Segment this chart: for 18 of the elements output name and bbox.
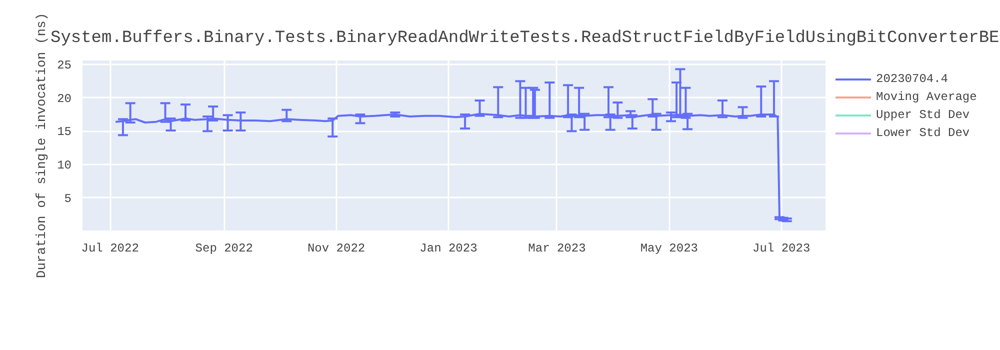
y-tick-label: 25 (57, 58, 72, 72)
x-tick-label: Jul 2022 (81, 242, 139, 256)
legend-label: Moving Average (876, 89, 977, 106)
x-tick-label: Jul 2023 (752, 242, 810, 256)
x-tick-label: Jan 2023 (420, 242, 478, 256)
y-tick-label: 10 (57, 158, 72, 172)
x-tick-label: Mar 2023 (528, 242, 586, 256)
x-tick-label: May 2023 (640, 242, 698, 256)
legend-label: 20230704.4 (876, 71, 948, 88)
y-axis-title: Duration of single invocation (ns) (34, 12, 50, 278)
x-tick-label: Sep 2022 (195, 242, 253, 256)
y-tick-label: 5 (64, 192, 72, 206)
chart-title: System.Buffers.Binary.Tests.BinaryReadAndWriteTests.ReadStructFieldByFieldUsingBitConverterBE (50, 29, 1000, 48)
y-tick-label: 20 (57, 92, 72, 106)
legend-label: Upper Std Dev (876, 107, 970, 124)
y-tick-label: 15 (57, 125, 72, 140)
x-tick-label: Nov 2022 (307, 242, 366, 256)
legend-label: Lower Std Dev (876, 125, 970, 142)
